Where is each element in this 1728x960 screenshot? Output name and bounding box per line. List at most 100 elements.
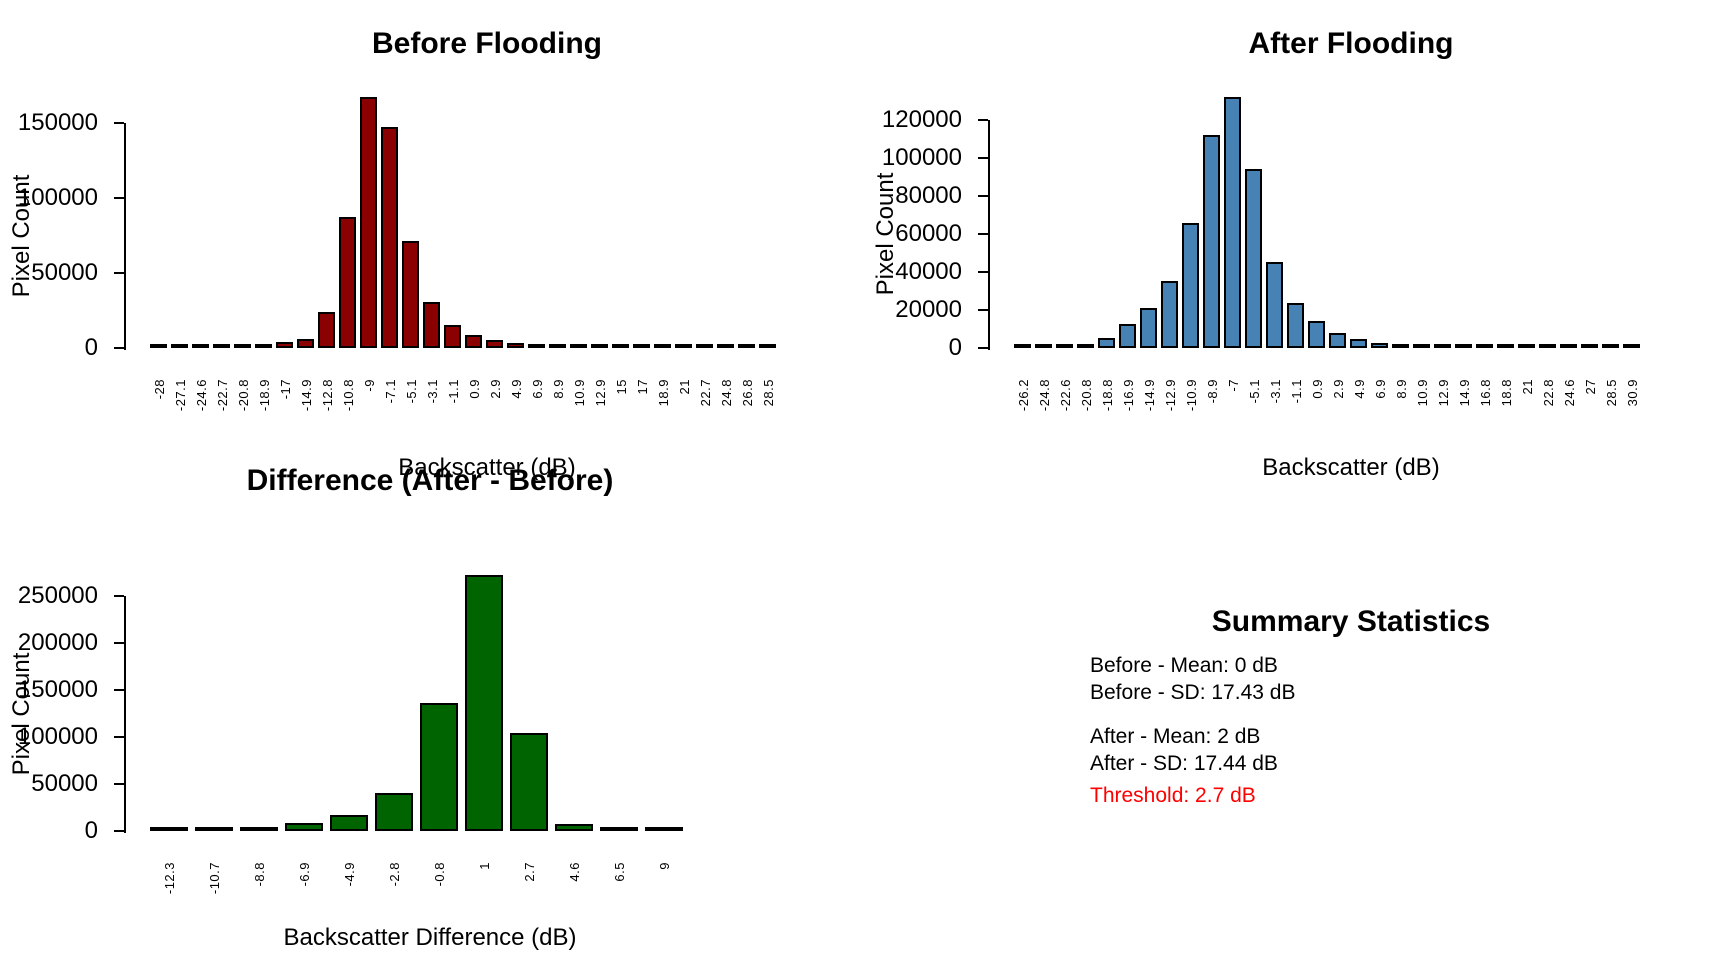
histogram-bar bbox=[510, 733, 548, 831]
histogram-bar bbox=[234, 344, 251, 348]
y-tick-mark bbox=[978, 347, 988, 349]
histogram-bar bbox=[1203, 135, 1220, 348]
stat-after-sd: After - SD: 17.44 dB bbox=[1090, 752, 1278, 775]
histogram-bar bbox=[1182, 223, 1199, 348]
histogram-bar bbox=[1014, 344, 1031, 348]
histogram-bar bbox=[381, 127, 398, 348]
stat-before-sd: Before - SD: 17.43 dB bbox=[1090, 681, 1296, 704]
y-tick-label: 100000 bbox=[881, 144, 962, 171]
x-axis-title-after: Backscatter (dB) bbox=[1262, 454, 1440, 481]
histogram-bar bbox=[1560, 344, 1577, 348]
y-tick-label: 150000 bbox=[17, 109, 98, 136]
y-tick-label: 150000 bbox=[17, 676, 98, 703]
stat-before-mean: Before - Mean: 0 dB bbox=[1090, 654, 1278, 677]
summary-statistics-panel: Summary Statistics Before - Mean: 0 dB B… bbox=[864, 460, 1728, 960]
y-tick-mark bbox=[114, 347, 124, 349]
histogram-bar bbox=[1329, 333, 1346, 348]
y-tick-label: 60000 bbox=[895, 220, 962, 247]
histogram-bar bbox=[600, 827, 638, 831]
histogram-bar bbox=[570, 344, 587, 348]
y-tick-mark bbox=[114, 595, 124, 597]
y-tick-label: 20000 bbox=[895, 296, 962, 323]
stat-after-mean: After - Mean: 2 dB bbox=[1090, 725, 1261, 748]
chart-panel-before-flooding: Before Flooding Pixel Count 0 50000 100000… bbox=[0, 0, 864, 481]
histogram-bar bbox=[759, 344, 776, 348]
y-tick-label: 0 bbox=[84, 334, 98, 361]
y-axis-line bbox=[124, 596, 126, 833]
histogram-bar bbox=[549, 344, 566, 348]
y-tick-label: 100000 bbox=[17, 723, 98, 750]
histogram-bar bbox=[1161, 281, 1178, 348]
histogram-bar bbox=[360, 97, 377, 348]
y-tick-label: 40000 bbox=[895, 258, 962, 285]
stat-threshold: Threshold: 2.7 dB bbox=[1090, 784, 1256, 807]
chart-panel-difference: Difference (After - Before) Pixel Count … bbox=[0, 460, 864, 960]
histogram-bar bbox=[1518, 344, 1535, 348]
y-tick-label: 120000 bbox=[881, 106, 962, 133]
histogram-bar bbox=[1434, 344, 1451, 348]
histogram-bar bbox=[1287, 303, 1304, 348]
histogram-bar bbox=[465, 575, 503, 831]
histogram-bar bbox=[1077, 344, 1094, 348]
y-tick-label: 80000 bbox=[895, 182, 962, 209]
histogram-bar bbox=[423, 302, 440, 348]
histogram-bar bbox=[507, 343, 524, 348]
x-axis-title-before: Backscatter (dB) bbox=[398, 454, 576, 481]
y-tick-label: 200000 bbox=[17, 629, 98, 656]
histogram-bar bbox=[1497, 344, 1514, 348]
histogram-bar bbox=[1455, 344, 1472, 348]
histogram-bar bbox=[1140, 308, 1157, 348]
histogram-bar bbox=[1539, 344, 1556, 348]
y-tick-label: 0 bbox=[948, 334, 962, 361]
histogram-bar bbox=[375, 793, 413, 831]
histogram-bar bbox=[1392, 344, 1409, 348]
histogram-bar bbox=[1371, 343, 1388, 348]
histogram-bar bbox=[1245, 169, 1262, 348]
histogram-bar bbox=[1602, 344, 1619, 348]
histogram-bar bbox=[555, 824, 593, 831]
histogram-bar bbox=[1224, 97, 1241, 348]
histogram-bar bbox=[528, 344, 545, 348]
histogram-bar bbox=[192, 344, 209, 348]
histogram-bar bbox=[1035, 344, 1052, 348]
y-tick-mark bbox=[114, 642, 124, 644]
histogram-bar bbox=[213, 344, 230, 348]
histogram-bar bbox=[240, 827, 278, 831]
y-tick-mark bbox=[114, 272, 124, 274]
histogram-bar bbox=[420, 703, 458, 831]
histogram-bar bbox=[654, 344, 671, 348]
histogram-bar bbox=[330, 815, 368, 831]
histogram-bar bbox=[717, 344, 734, 348]
y-tick-mark bbox=[978, 157, 988, 159]
histogram-bar bbox=[1056, 344, 1073, 348]
histogram-bar bbox=[675, 344, 692, 348]
chart-title-before: Before Flooding bbox=[372, 27, 602, 60]
chart-title-difference: Difference (After - Before) bbox=[246, 464, 614, 497]
histogram-bar bbox=[444, 325, 461, 348]
histogram-bar bbox=[171, 344, 188, 348]
histogram-bar bbox=[1350, 339, 1367, 348]
histogram-bar bbox=[285, 823, 323, 831]
y-tick-mark bbox=[114, 197, 124, 199]
histogram-bar bbox=[255, 344, 272, 348]
histogram-bar bbox=[1098, 338, 1115, 348]
histogram-bar bbox=[1476, 344, 1493, 348]
histogram-bar bbox=[150, 827, 188, 831]
histogram-bar bbox=[645, 827, 683, 831]
histogram-bar bbox=[339, 217, 356, 348]
y-tick-mark bbox=[114, 122, 124, 124]
histogram-bar bbox=[276, 342, 293, 348]
chart-title-after: After Flooding bbox=[1248, 27, 1454, 60]
y-tick-mark bbox=[978, 271, 988, 273]
y-tick-mark bbox=[978, 309, 988, 311]
y-tick-label: 100000 bbox=[17, 184, 98, 211]
y-tick-label: 50000 bbox=[31, 770, 98, 797]
chart-panel-after-flooding: After Flooding Pixel Count 0 20000 40000 60… bbox=[864, 0, 1728, 481]
histogram-bar bbox=[1119, 324, 1136, 348]
histogram-bar bbox=[297, 339, 314, 348]
histogram-bar bbox=[696, 344, 713, 348]
histogram-bar bbox=[591, 344, 608, 348]
histogram-bar bbox=[1266, 262, 1283, 348]
y-tick-mark bbox=[978, 195, 988, 197]
